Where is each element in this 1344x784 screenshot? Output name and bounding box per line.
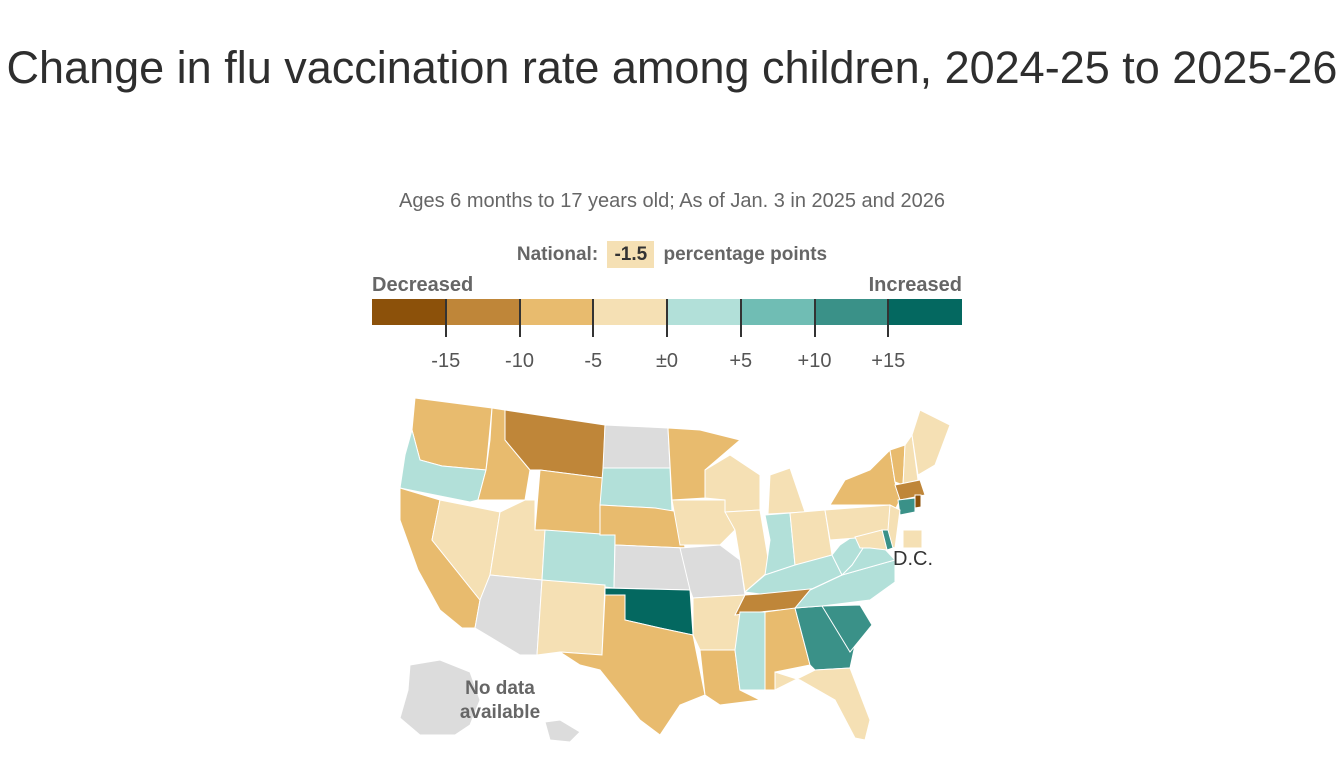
legend-swatch xyxy=(519,299,594,325)
chart-title: Change in flu vaccination rate among chi… xyxy=(6,42,1338,93)
state-me[interactable] xyxy=(911,409,951,476)
legend-tick xyxy=(666,299,668,337)
dc-label: D.C. xyxy=(893,548,933,570)
legend-tick-label: ±0 xyxy=(655,350,679,372)
legend-increased-label: Increased xyxy=(868,274,962,296)
state-ks[interactable] xyxy=(613,544,691,591)
state-wy[interactable] xyxy=(534,469,604,536)
state-ri[interactable] xyxy=(914,494,922,509)
legend-tick xyxy=(887,299,890,337)
state-nm[interactable] xyxy=(536,579,606,656)
state-mo[interactable] xyxy=(679,544,746,599)
state-nd[interactable] xyxy=(602,424,671,469)
no-data-line-1: No data xyxy=(465,678,535,699)
state-az[interactable] xyxy=(474,574,543,656)
national-value: -1.5 xyxy=(607,241,655,268)
state-ak[interactable] xyxy=(399,659,481,736)
state-ct[interactable] xyxy=(897,497,916,516)
legend-tick xyxy=(739,299,742,337)
legend-tick-label: +5 xyxy=(729,350,753,372)
state-md[interactable] xyxy=(854,529,888,551)
state-wa[interactable] xyxy=(411,397,493,471)
state-ms[interactable] xyxy=(734,611,766,691)
legend-tick xyxy=(813,299,816,337)
legend-tick-label: -10 xyxy=(505,350,534,372)
state-dc[interactable] xyxy=(902,529,923,549)
chart-subtitle: Ages 6 months to 17 years old; As of Jan… xyxy=(399,190,945,212)
legend-tick-label: -15 xyxy=(431,350,461,372)
legend-swatch xyxy=(888,299,962,325)
legend-swatch xyxy=(372,299,446,325)
legend-swatch xyxy=(740,299,815,325)
legend-swatch xyxy=(593,299,667,325)
legend-tick xyxy=(444,299,447,337)
no-data-line-2: available xyxy=(459,702,541,723)
state-ny[interactable] xyxy=(829,448,901,511)
legend-swatch xyxy=(814,299,889,325)
legend-color-bar xyxy=(372,299,962,325)
legend-decreased-label: Decreased xyxy=(372,274,474,296)
legend-tick-label: +15 xyxy=(871,350,906,372)
national-summary: National: -1.5 percentage points xyxy=(0,241,1344,268)
national-unit: percentage points xyxy=(663,244,828,265)
legend-tick-label: -5 xyxy=(584,350,603,372)
legend-swatch xyxy=(667,299,741,325)
no-data-label: No data available xyxy=(440,677,560,725)
state-hi[interactable] xyxy=(544,719,581,743)
legend-swatch xyxy=(445,299,520,325)
state-ia[interactable] xyxy=(671,499,736,546)
legend-tick xyxy=(592,299,595,337)
state-co[interactable] xyxy=(541,529,616,589)
state-mi[interactable] xyxy=(767,467,806,515)
state-tx[interactable] xyxy=(559,594,706,736)
legend-tick-label: +10 xyxy=(797,350,832,372)
state-sc[interactable] xyxy=(821,604,873,653)
state-fl[interactable] xyxy=(774,667,871,741)
legend-tick xyxy=(518,299,521,337)
national-label: National: xyxy=(516,244,599,265)
